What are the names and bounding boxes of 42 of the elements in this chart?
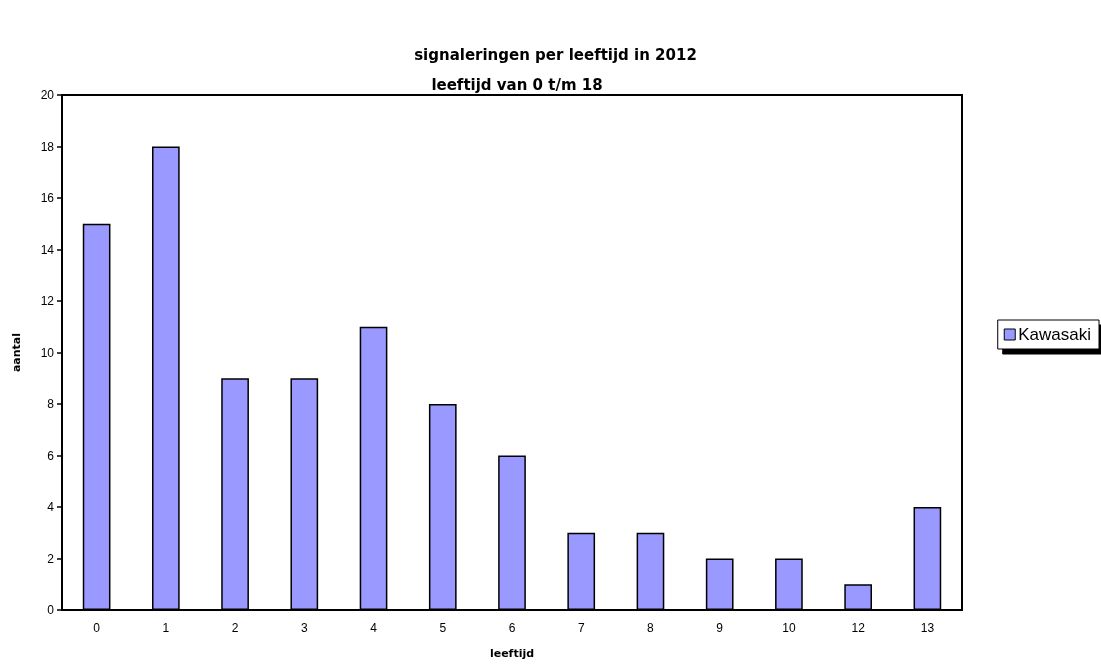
chart-title: signaleringen per leeftijd in 2012 [414,45,697,64]
bar [290,378,319,610]
x-tick-label: 3 [300,621,308,635]
y-tick-label: 4 [47,500,55,514]
legend-label: Kawasaki [1018,325,1092,344]
y-tick-label: 16 [40,191,55,205]
bar [913,507,942,610]
x-tick-label: 0 [93,621,101,635]
bar [567,532,596,610]
x-tick-label: 12 [851,621,866,635]
x-tick-label: 2 [231,621,239,635]
bar [428,404,457,610]
x-tick-label: 9 [716,621,724,635]
bar [636,532,665,610]
x-tick-label: 4 [370,621,378,635]
y-axis-title: aantal [10,332,23,373]
y-tick-label: 20 [40,88,55,102]
y-tick-label: 0 [47,603,55,617]
x-tick-label: 6 [508,621,516,635]
bar [498,455,526,610]
chart-subtitle: leeftijd van 0 t/m 18 [431,75,603,94]
bar [775,558,803,610]
bar [844,584,872,610]
x-tick-label: 10 [782,621,796,635]
y-tick-label: 10 [40,345,55,360]
bar [152,146,180,610]
y-tick-label: 14 [40,242,55,257]
x-tick-label: 5 [439,621,447,635]
y-tick-label: 8 [47,397,55,411]
y-tick-label: 12 [40,294,55,308]
y-tick-label: 2 [47,551,55,566]
bar [359,326,388,610]
bar [82,223,111,610]
x-tick-label: 1 [162,621,170,635]
bar [705,558,734,610]
x-tick-label: 7 [577,621,585,635]
x-tick-label: 8 [647,621,655,635]
y-tick-label: 6 [47,448,55,463]
y-tick-label: 18 [40,139,55,154]
bar [221,378,249,610]
x-axis-title: leeftijd [489,647,535,660]
x-tick-label: 13 [920,621,935,635]
